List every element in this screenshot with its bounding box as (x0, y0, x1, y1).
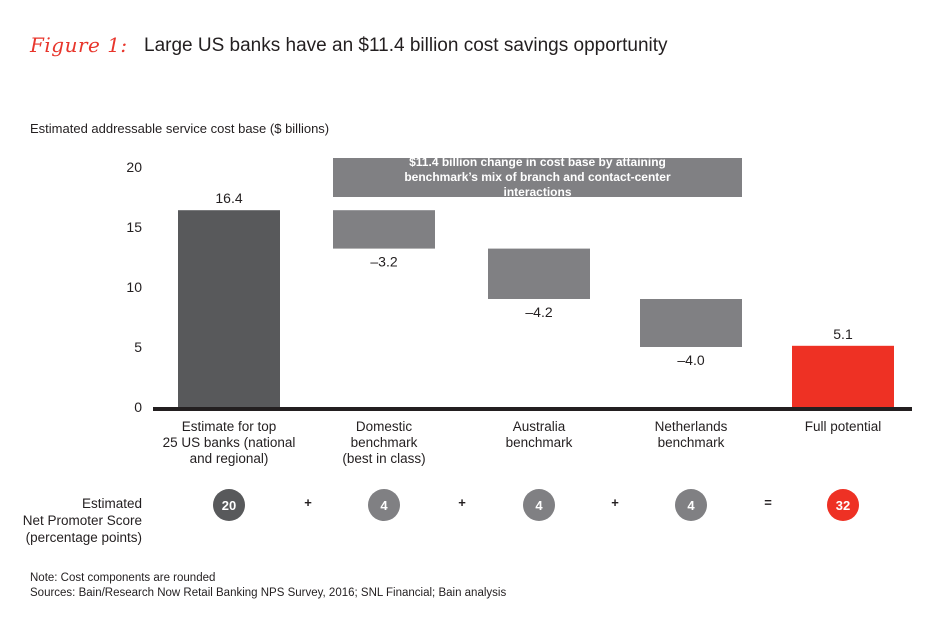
equals-sign: = (764, 495, 772, 510)
plus-sign: + (304, 495, 312, 510)
decrease-bar (640, 299, 742, 347)
x-category-label: Estimate for top 25 US banks (national a… (162, 419, 296, 466)
nps-row-label: Estimated Net Promoter Score (percentage… (22, 496, 142, 545)
sources-text: Sources: Bain/Research Now Retail Bankin… (30, 587, 507, 599)
callout-annotation: $11.4 billion change in cost base by att… (333, 155, 742, 199)
callout-text: $11.4 billion change in cost base by att… (404, 155, 671, 199)
x-category-label: Full potential (804, 419, 882, 434)
bar-value-label: –4.0 (677, 352, 704, 368)
nps-score-circle: 32 (827, 489, 859, 521)
nps-score-circle: 4 (523, 489, 555, 521)
nps-score-circle: 20 (213, 489, 245, 521)
x-category-label: Netherlands benchmark (654, 419, 728, 450)
y-tick-label: 0 (134, 399, 142, 415)
chart-title: Large US banks have an $11.4 billion cos… (144, 35, 668, 56)
total-bar (178, 210, 280, 407)
x-category-label: Domestic benchmark (best in class) (342, 419, 426, 466)
y-tick-label: 10 (126, 279, 142, 295)
y-tick-label: 20 (126, 159, 142, 175)
decrease-bar (488, 248, 590, 299)
nps-score-circle: 4 (675, 489, 707, 521)
y-axis-caption: Estimated addressable service cost base … (30, 121, 330, 136)
bar-value-label: 5.1 (833, 326, 853, 342)
bar-value-label: –4.2 (525, 304, 552, 320)
footnote: Note: Cost components are rounded Source… (30, 571, 506, 601)
bar-value-label: –3.2 (370, 254, 397, 270)
x-category-label: Australia benchmark (505, 419, 573, 450)
plus-sign: + (611, 495, 619, 510)
bar-value-label: 16.4 (215, 190, 242, 206)
decrease-bar (333, 210, 435, 249)
y-tick-label: 15 (126, 219, 142, 235)
plus-sign: + (458, 495, 466, 510)
note-text: Note: Cost components are rounded (30, 572, 216, 584)
total-bar (792, 345, 894, 407)
figure-label: Figure 1: (30, 33, 128, 57)
nps-score-circle: 4 (368, 489, 400, 521)
y-tick-label: 5 (134, 339, 142, 355)
